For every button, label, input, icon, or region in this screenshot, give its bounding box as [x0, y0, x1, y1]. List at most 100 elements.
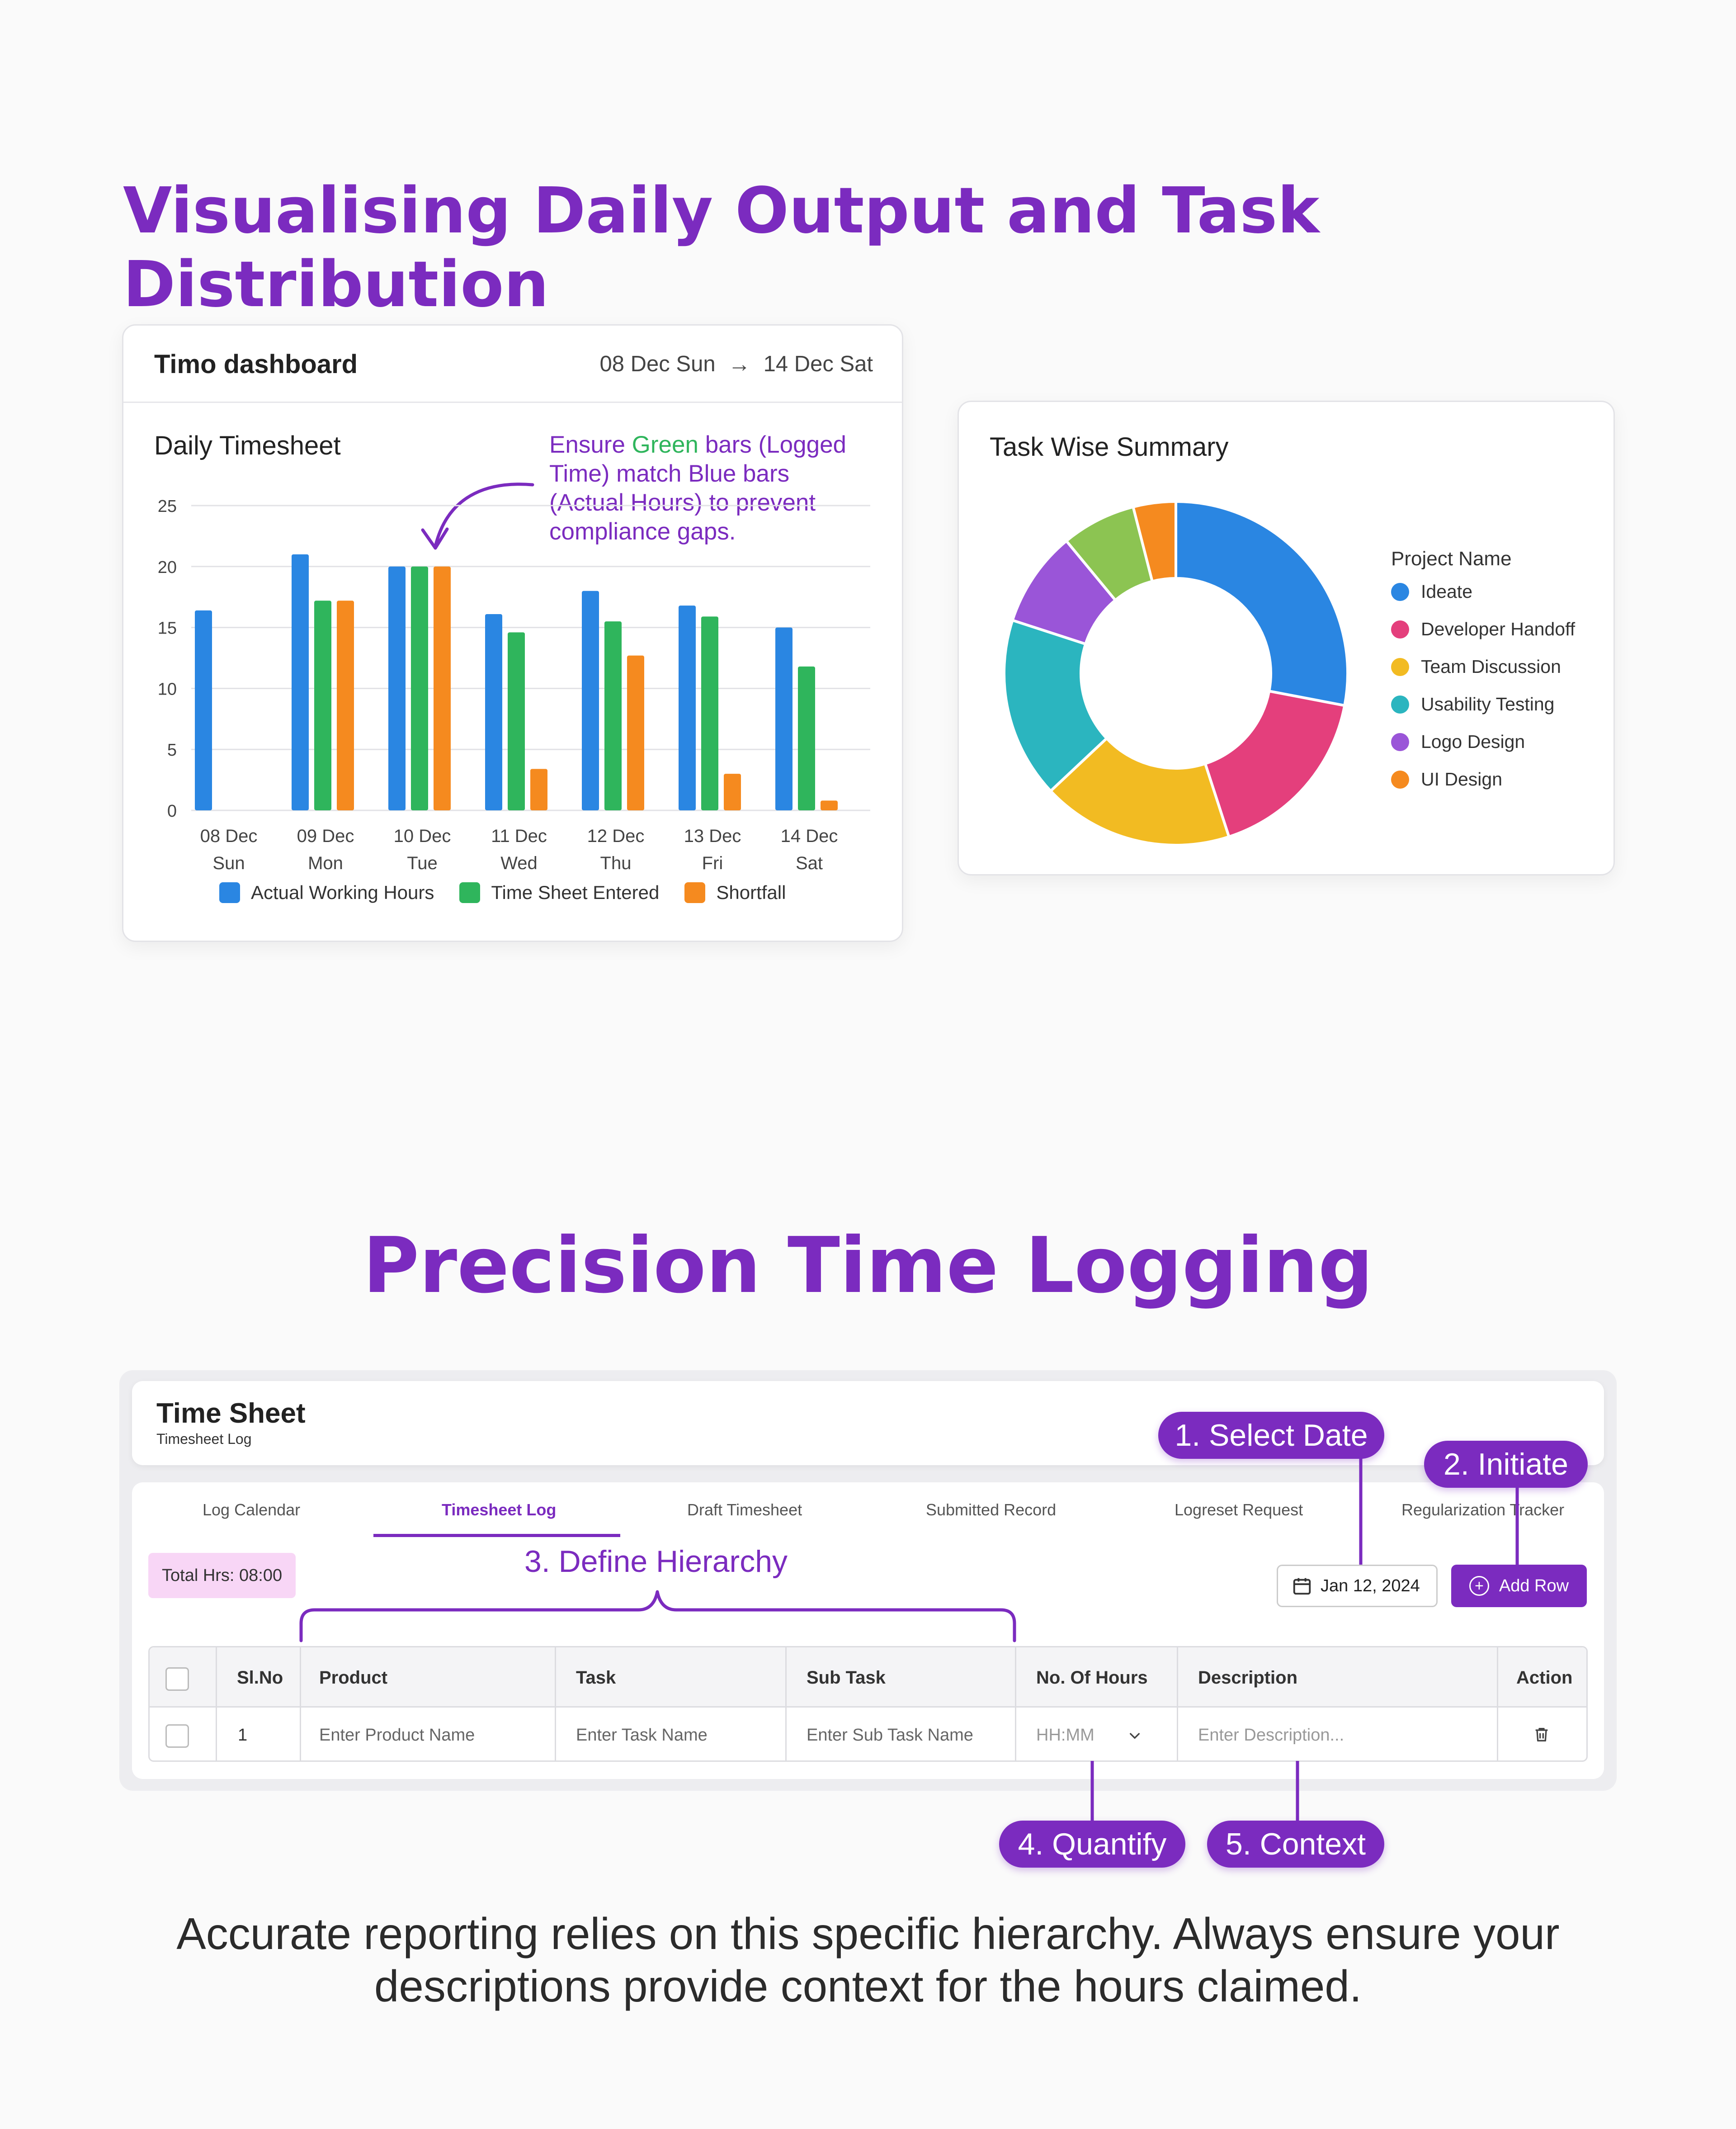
column-header-task: Task — [576, 1668, 616, 1688]
donut-legend-label: Logo Design — [1421, 731, 1525, 752]
x-tick-label: Sat — [796, 853, 823, 873]
subtask-input[interactable]: Enter Sub Task Name — [807, 1726, 973, 1745]
donut-legend-label: Usability Testing — [1421, 694, 1555, 714]
x-tick-label: 13 Dec — [684, 826, 741, 846]
annotation-text-a: Ensure — [549, 431, 632, 458]
arrow-right-icon: → — [728, 351, 751, 377]
bar-shortfall — [530, 769, 547, 810]
annotation-line-3: (Actual Hours) to prevent — [549, 489, 816, 516]
tab-log-calendar[interactable]: Log Calendar — [203, 1500, 301, 1519]
y-tick-label: 25 — [158, 497, 177, 516]
date-range[interactable]: 08 Dec Sun → 14 Dec Sat — [600, 351, 873, 377]
annotation-line-2: Time) match Blue bars — [549, 460, 790, 487]
trash-icon[interactable] — [1533, 1726, 1551, 1744]
task-input[interactable]: Enter Task Name — [576, 1726, 708, 1745]
column-header-action: Action — [1516, 1668, 1573, 1688]
column-divider — [555, 1647, 556, 1760]
timo-dashboard-card: Timo dashboard 08 Dec Sun → 14 Dec Sat D… — [122, 324, 903, 942]
donut-legend-item: Team Discussion — [1391, 656, 1561, 677]
dashboard-title: Timo dashboard — [154, 350, 358, 379]
hours-select[interactable]: HH:MM — [1036, 1726, 1094, 1745]
date-picker[interactable]: Jan 12, 2024 — [1277, 1565, 1438, 1607]
tab-logreset-request[interactable]: Logreset Request — [1175, 1500, 1303, 1519]
y-tick-label: 20 — [158, 558, 177, 577]
donut-slice-developer-handoff — [1203, 689, 1346, 839]
active-tab-underline — [373, 1534, 620, 1537]
legend-dot — [1391, 620, 1409, 639]
x-tick-label: Thu — [600, 853, 632, 873]
x-tick-label: Mon — [308, 853, 343, 873]
bar-time-sheet-entered — [508, 632, 525, 810]
column-header-subtask: Sub Task — [807, 1668, 886, 1688]
footer-line-1: Accurate reporting relies on this specif… — [176, 1909, 1560, 1959]
bar-shortfall — [434, 566, 451, 810]
donut-slice-ui-design — [1131, 500, 1177, 583]
tab-draft-timesheet[interactable]: Draft Timesheet — [687, 1500, 802, 1519]
callout-define-hierarchy: 3. Define Hierarchy — [524, 1544, 788, 1579]
bar-time-sheet-entered — [411, 566, 428, 810]
x-tick-label: 12 Dec — [587, 826, 645, 846]
bar-shortfall — [627, 655, 644, 810]
tab-regularization-tracker[interactable]: Regularization Tracker — [1401, 1500, 1565, 1519]
callout-select-date: 1. Select Date — [1158, 1412, 1384, 1459]
tab-submitted-record[interactable]: Submitted Record — [926, 1500, 1057, 1519]
bar-shortfall — [337, 601, 354, 810]
annotation-green-word: Green — [632, 431, 698, 458]
legend-swatch-shortfall — [684, 882, 706, 903]
date-picker-value: Jan 12, 2024 — [1321, 1576, 1420, 1595]
donut-legend-item: Usability Testing — [1391, 694, 1555, 715]
timesheet-title: Time Sheet — [156, 1398, 306, 1429]
task-donut-chart — [1003, 500, 1349, 847]
bar-chart-legend: Actual Working Hours Time Sheet Entered … — [219, 882, 786, 904]
donut-legend-label: Developer Handoff — [1421, 619, 1576, 639]
chevron-down-icon[interactable] — [1127, 1728, 1142, 1743]
description-input[interactable]: Enter Description... — [1198, 1726, 1344, 1745]
x-tick-label: Fri — [702, 853, 723, 873]
legend-label-shortfall: Shortfall — [716, 882, 786, 903]
column-divider — [1015, 1647, 1016, 1760]
bar-actual-working-hours — [195, 610, 212, 810]
product-input[interactable]: Enter Product Name — [319, 1726, 475, 1745]
callout-initiate: 2. Initiate — [1424, 1441, 1588, 1488]
card-divider — [123, 402, 902, 403]
donut-legend-title: Project Name — [1391, 548, 1512, 570]
y-tick-label: 10 — [158, 680, 177, 699]
x-tick-label: 08 Dec — [200, 826, 258, 846]
daily-timesheet-chart: 0 5 10 15 20 25 08 Dec Sun 09 Dec Mon 10 Dec Tue 11 … — [158, 497, 870, 873]
x-tick-label: Wed — [500, 853, 538, 873]
legend-dot — [1391, 695, 1409, 714]
column-divider — [1497, 1647, 1498, 1760]
x-tick-label: 10 Dec — [394, 826, 451, 846]
add-row-button[interactable]: + Add Row — [1451, 1565, 1587, 1607]
x-tick-label: 14 Dec — [781, 826, 838, 846]
daily-timesheet-title: Daily Timesheet — [154, 431, 341, 460]
select-all-checkbox[interactable] — [165, 1667, 189, 1691]
row-checkbox[interactable] — [165, 1724, 189, 1748]
bar-actual-working-hours — [388, 566, 406, 810]
donut-slice-usability-testing — [1003, 618, 1109, 793]
plus-circle-icon: + — [1469, 1576, 1489, 1596]
donut-legend-label: Team Discussion — [1421, 656, 1561, 677]
legend-swatch-actual — [219, 882, 240, 903]
y-tick-label: 0 — [167, 802, 177, 821]
x-tick-label: 09 Dec — [297, 826, 354, 846]
date-range-end: 14 Dec Sat — [763, 352, 873, 376]
donut-slice-team-discussion — [1048, 736, 1231, 847]
tab-timesheet-log[interactable]: Timesheet Log — [442, 1500, 557, 1519]
total-hrs-badge: Total Hrs: 08:00 — [148, 1553, 296, 1598]
callout-context: 5. Context — [1207, 1821, 1384, 1868]
donut-legend-label: UI Design — [1421, 769, 1503, 790]
calendar-icon — [1293, 1578, 1311, 1595]
donut-slice-ideate — [1175, 500, 1349, 707]
legend-dot — [1391, 582, 1409, 601]
donut-legend-item: Ideate — [1391, 581, 1472, 602]
footer-note: Accurate reporting relies on this specif… — [0, 1907, 1736, 2012]
y-tick-label: 15 — [158, 619, 177, 638]
legend-swatch-entered — [459, 882, 481, 903]
bar-time-sheet-entered — [701, 616, 718, 810]
column-divider — [300, 1647, 301, 1760]
callout-quantify: 4. Quantify — [999, 1821, 1185, 1868]
annotation-line-4: compliance gaps. — [549, 518, 736, 545]
legend-dot — [1391, 733, 1409, 751]
